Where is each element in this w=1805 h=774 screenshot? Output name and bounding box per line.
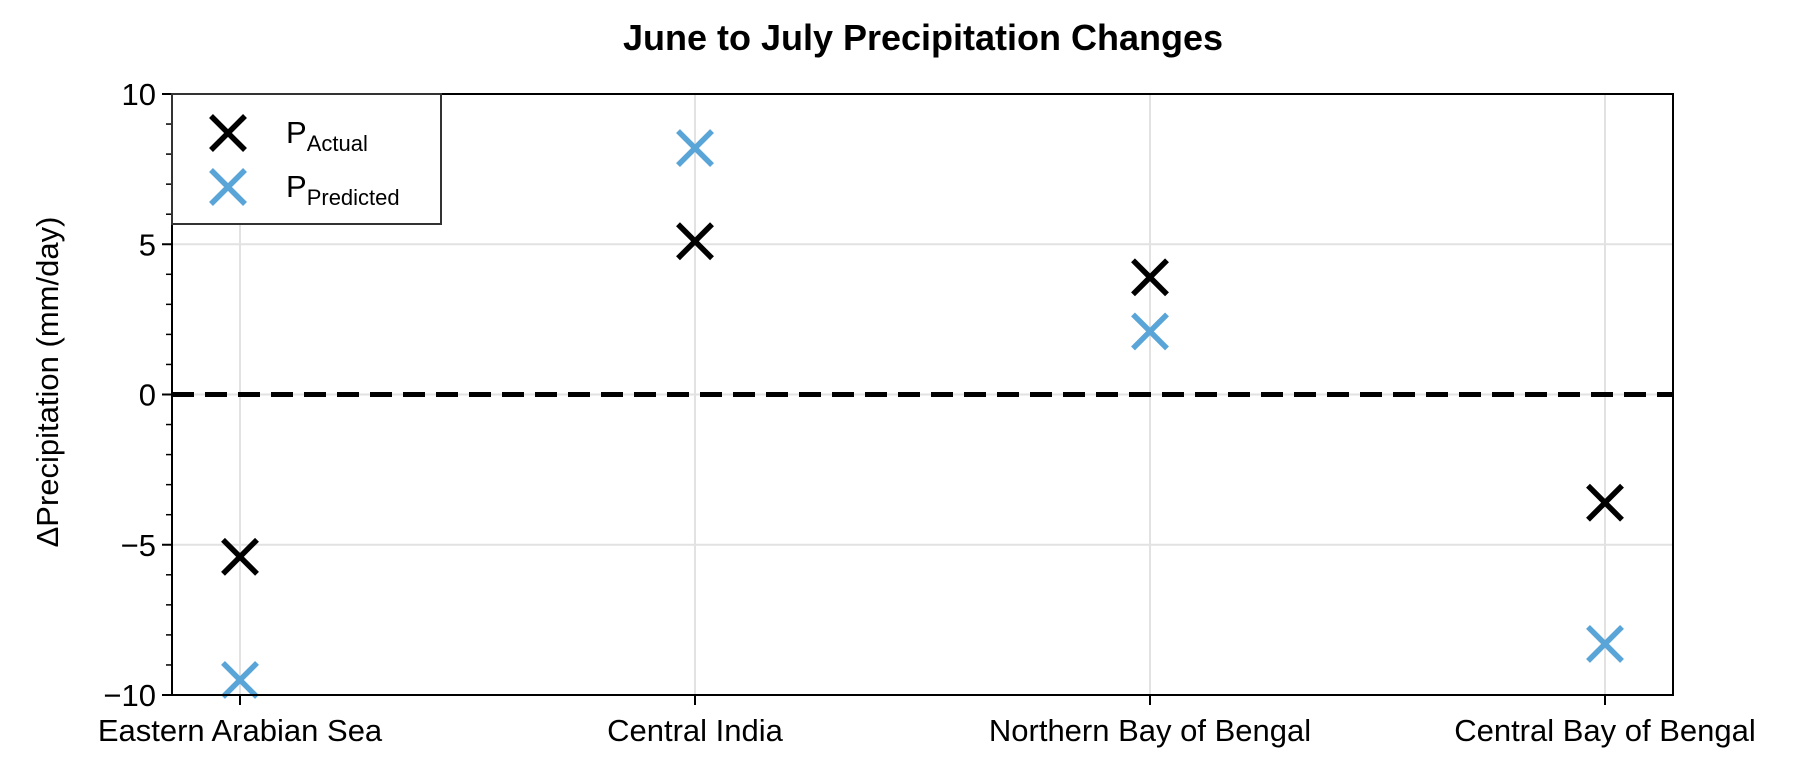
y-tick-label: 5 [139, 227, 156, 262]
marker-stroke [1131, 312, 1169, 351]
data-point-actual [221, 537, 259, 576]
legend: PActual PPredicted [171, 93, 442, 225]
marker-stroke [1131, 258, 1169, 297]
x-tick-label: Central Bay of Bengal [1454, 713, 1756, 748]
y-tick-label: −5 [121, 528, 156, 563]
data-point-predicted [1586, 624, 1624, 663]
data-point-actual [676, 222, 714, 261]
data-points [221, 129, 1624, 699]
axis-ticks: −10 −5 0 5 10 Eastern Arabian Sea Central Indi… [98, 77, 1756, 748]
x-tick-label: Northern Bay of Bengal [989, 713, 1311, 748]
x-tick-label: Eastern Arabian Sea [98, 713, 383, 748]
y-tick-label: 0 [139, 378, 156, 413]
data-point-predicted [1131, 312, 1169, 351]
data-point-actual [1586, 483, 1624, 522]
legend-marker [209, 168, 247, 206]
legend-box [171, 93, 442, 225]
y-tick-label: −10 [103, 678, 156, 713]
data-point-predicted [221, 661, 259, 699]
marker-stroke [676, 222, 714, 261]
marker-stroke [209, 114, 247, 152]
marker-stroke [221, 661, 259, 699]
chart-title: June to July Precipitation Changes [623, 17, 1223, 58]
y-tick-label: 10 [122, 77, 156, 112]
legend-label: PActual [286, 115, 368, 156]
data-point-predicted [676, 129, 714, 168]
marker-stroke [676, 129, 714, 168]
x-tick-label: Central India [607, 713, 784, 748]
marker-stroke [221, 537, 259, 576]
marker-stroke [1586, 624, 1624, 663]
data-point-actual [1131, 258, 1169, 297]
marker-stroke [209, 168, 247, 206]
marker-stroke [1586, 483, 1624, 522]
legend-marker [209, 114, 247, 152]
legend-label: PPredicted [286, 169, 400, 210]
y-axis-label: ΔPrecipitation (mm/day) [30, 217, 65, 548]
